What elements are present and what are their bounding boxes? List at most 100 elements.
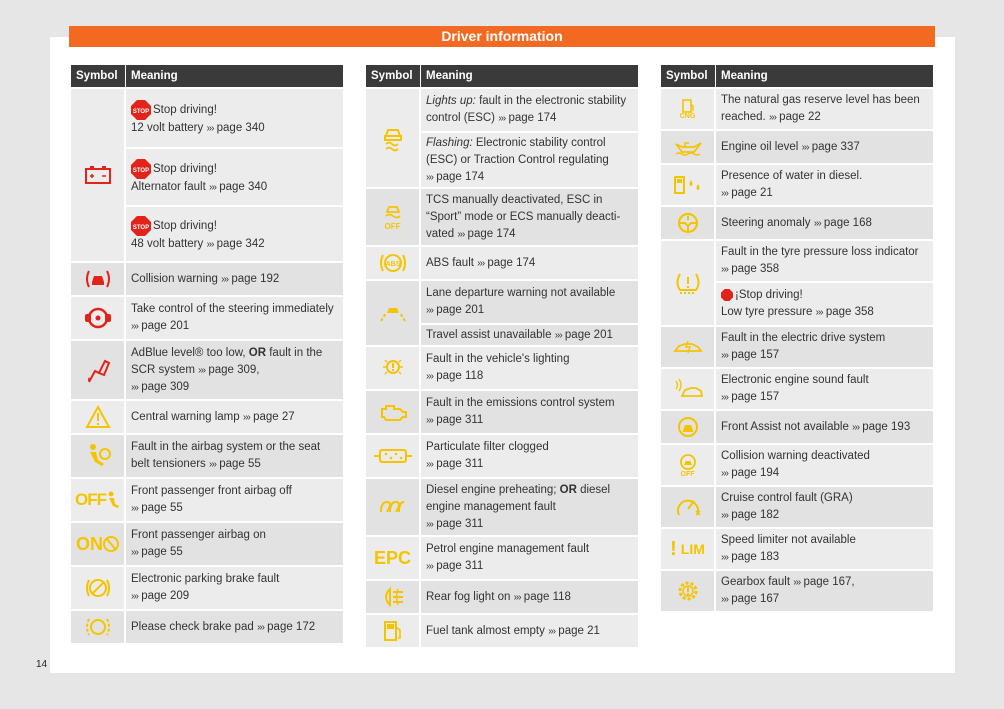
water-in-diesel-icon <box>673 176 699 194</box>
page-link[interactable]: page 157 <box>731 391 780 403</box>
page-link[interactable]: page 311 <box>436 560 484 572</box>
page-link[interactable]: page 174 <box>436 170 485 183</box>
meaning-text: Please check brake pad <box>131 620 254 633</box>
table-row: CNG The natural gas reserve level has be… <box>661 87 933 129</box>
arrows-glyph: ››› <box>548 625 556 637</box>
arrows-glyph: ››› <box>426 459 434 470</box>
table-row: STOP Stop driving! 12 volt battery ››› pa… <box>71 87 343 261</box>
arrows-glyph: ››› <box>426 415 434 426</box>
meaning-text: Electronic engine sound fault <box>721 374 869 386</box>
svg-text:ABS: ABS <box>385 261 400 268</box>
arrows-glyph: ››› <box>426 171 434 183</box>
table-row: Gearbox fault ››› page 167, ››› page 167 <box>661 569 933 611</box>
meaning-text: Front passenger airbag on <box>131 529 266 541</box>
page-link[interactable]: page 27 <box>253 410 295 423</box>
page-link[interactable]: page 358 <box>731 263 780 275</box>
page-number: 14 <box>36 659 48 670</box>
meaning-text: Engine oil level <box>721 140 799 153</box>
meaning-text: Travel assist unavailable <box>426 328 552 341</box>
page-link[interactable]: page 201 <box>436 304 485 316</box>
glow-plug-icon <box>379 500 404 513</box>
page-link[interactable]: page 21 <box>558 624 600 637</box>
svg-text:STOP: STOP <box>133 168 149 174</box>
arrows-glyph: ››› <box>793 577 801 588</box>
page-title: Driver information <box>69 26 935 47</box>
page-link[interactable]: page 21 <box>731 187 773 199</box>
meaning-text: 48 volt battery <box>131 237 204 250</box>
steering-hands-icon <box>84 307 111 329</box>
page-link[interactable]: page 311 <box>436 517 484 530</box>
speed-limiter-icon: ! LIM <box>670 537 705 560</box>
page-link[interactable]: page 174 <box>467 227 516 240</box>
table-row: OFF TCS manually deactivated, ESC in “Sp… <box>366 187 638 245</box>
page-link[interactable]: page 358 <box>825 306 874 318</box>
meaning-text: Fault in the emissions control system <box>426 397 615 409</box>
page-link[interactable]: page 168 <box>823 216 872 229</box>
meaning-text: Rear fog light on <box>426 590 511 603</box>
meaning-text: Electronic stability control (ESC) or Tr… <box>426 136 609 166</box>
page-link[interactable]: page 337 <box>811 140 860 153</box>
page-link[interactable]: page 201 <box>141 320 190 332</box>
arrows-glyph: ››› <box>426 518 434 530</box>
page-link[interactable]: page 311 <box>436 458 484 470</box>
arrows-glyph: ››› <box>721 594 729 605</box>
warning-triangle-icon <box>84 405 111 428</box>
page-link[interactable]: page 340 <box>216 121 265 134</box>
meaning-text: Fault in the tyre pressure loss indicato… <box>721 246 919 258</box>
table-row: Central warning lamp ››› page 27 <box>71 399 343 433</box>
arrows-glyph: ››› <box>209 181 217 193</box>
page-link[interactable]: page 55 <box>141 546 183 558</box>
meaning-text: Electronic parking brake fault <box>131 573 280 585</box>
warning-table-3: Symbol Meaning CNG The natural gas reser… <box>661 65 933 611</box>
table-row: Fault in the vehicle's lighting ››› page … <box>366 345 638 389</box>
stop-driving-text: Stop driving! <box>153 103 217 116</box>
page-link[interactable]: page 118 <box>436 370 484 382</box>
page-link[interactable]: page 183 <box>731 551 780 563</box>
table-row: Please check brake pad ››› page 172 <box>71 609 343 643</box>
page-link[interactable]: page 192 <box>231 272 280 285</box>
arrows-glyph: ››› <box>131 547 139 558</box>
page-link[interactable]: page 167 <box>731 593 780 605</box>
table-row: Steering anomaly ››› page 168 <box>661 205 933 239</box>
page-link[interactable]: page 55 <box>141 502 183 514</box>
front-assist-icon <box>677 417 698 437</box>
engine-icon <box>380 405 407 421</box>
page-link[interactable]: page 309 <box>141 380 190 393</box>
page-link[interactable]: page 340 <box>219 180 268 193</box>
meaning-text: Fault in the airbag system or the seat b… <box>131 441 321 470</box>
page-link[interactable]: page 209 <box>141 590 190 602</box>
stop-driving-text: Stop driving! <box>153 219 217 232</box>
table-row: Particulate filter clogged ››› page 311 <box>366 433 638 477</box>
arrows-glyph: ››› <box>426 305 434 316</box>
page-link[interactable]: page 201 <box>564 328 613 341</box>
page-link[interactable]: page 194 <box>731 467 780 479</box>
electric-drive-icon <box>672 340 703 354</box>
table-row: Front Assist not available ››› page 193 <box>661 409 933 443</box>
meaning-text: Steering anomaly <box>721 216 811 229</box>
page-link[interactable]: page 182 <box>731 509 780 521</box>
gearbox-icon <box>678 581 697 601</box>
page-link[interactable]: page 172 <box>267 620 316 633</box>
svg-text:STOP: STOP <box>133 225 149 231</box>
page-link[interactable]: page 174 <box>508 112 557 124</box>
arrows-glyph: ››› <box>242 411 251 423</box>
page-link[interactable]: page 311 <box>436 414 484 426</box>
arrows-glyph: ››› <box>131 321 139 332</box>
page-link[interactable]: page 55 <box>219 458 261 470</box>
stop-icon <box>721 288 733 301</box>
table-row: Presence of water in diesel. ››› page 21 <box>661 163 933 205</box>
meaning-text: AdBlue level® too low, <box>131 346 249 359</box>
page-link[interactable]: page 342 <box>216 237 265 250</box>
table-header: Symbol Meaning <box>71 65 343 87</box>
meaning-text: ABS fault <box>426 256 474 269</box>
page-link[interactable]: page 22 <box>779 111 821 123</box>
page-link[interactable]: page 309, <box>208 363 260 376</box>
table-row: Lights up: fault in the electronic stabi… <box>366 87 638 187</box>
page-link[interactable]: page 118 <box>523 590 571 603</box>
page-link[interactable]: page 193 <box>862 420 911 433</box>
page-link[interactable]: page 157 <box>731 349 780 361</box>
airbag-on-icon: ON <box>76 534 119 555</box>
stop-driving-text: ¡Stop driving! <box>735 289 803 301</box>
page-link[interactable]: page 174 <box>487 256 536 269</box>
page-link[interactable]: page 167, <box>803 576 855 588</box>
